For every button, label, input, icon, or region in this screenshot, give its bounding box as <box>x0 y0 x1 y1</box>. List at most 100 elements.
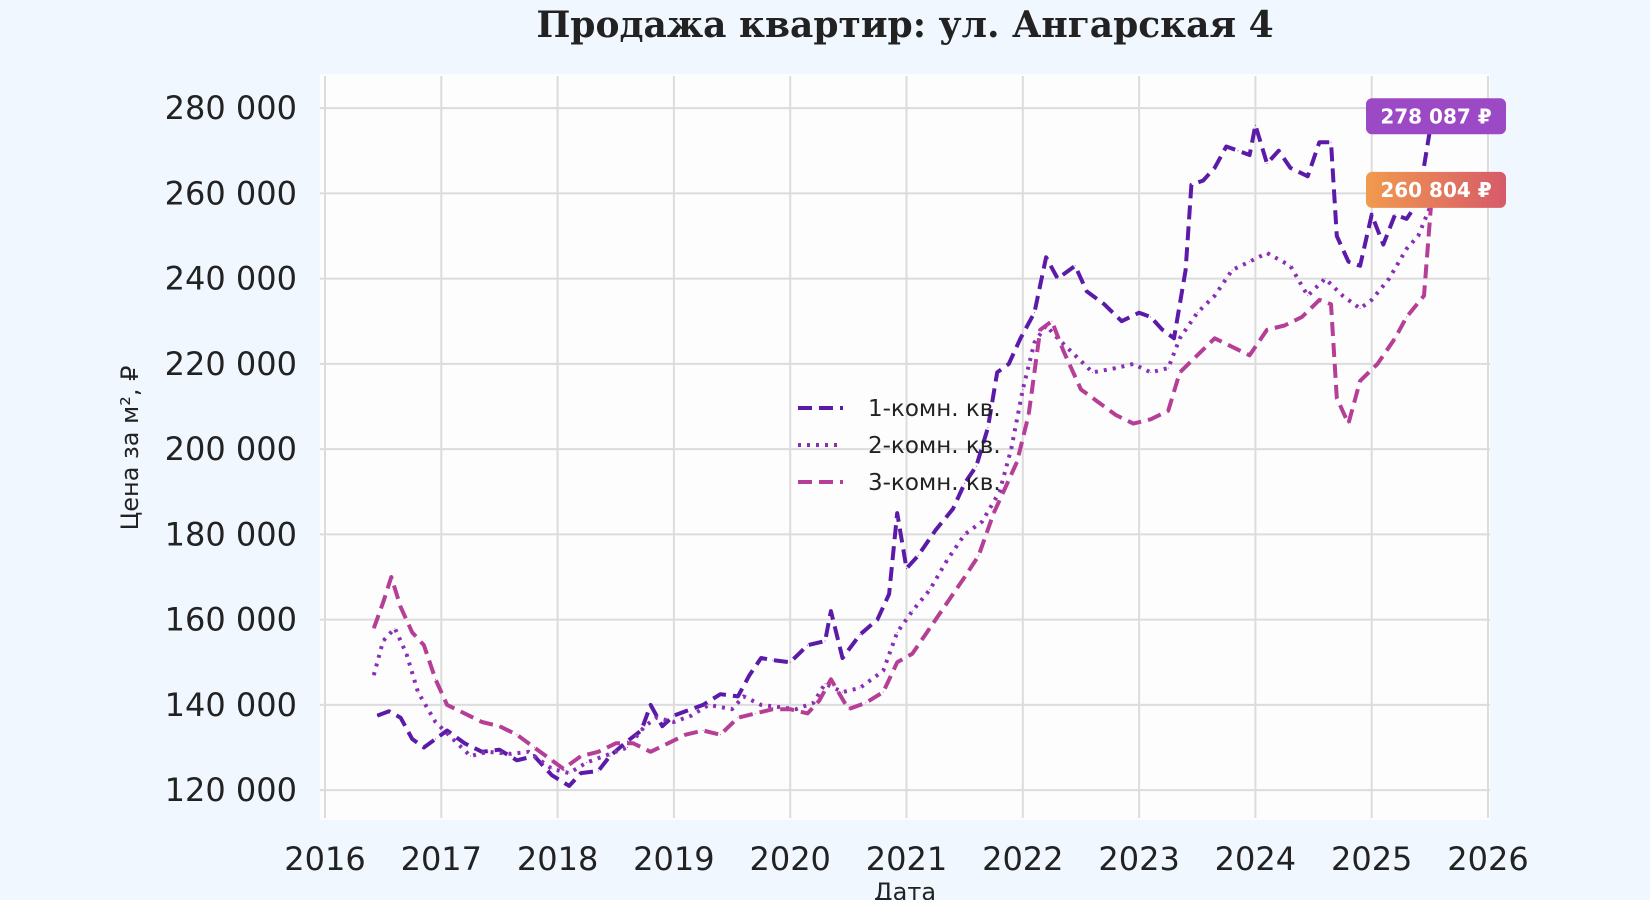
data-point <box>906 568 907 569</box>
data-point <box>423 747 425 748</box>
data-point <box>1342 295 1344 297</box>
data-point <box>754 712 756 714</box>
data-point <box>865 702 867 704</box>
x-tick-label: 2023 <box>1098 840 1179 878</box>
data-point <box>373 674 375 676</box>
data-point <box>690 715 692 717</box>
data-point <box>435 738 436 740</box>
data-point <box>731 708 733 710</box>
data-point <box>510 753 512 755</box>
data-point <box>1266 329 1268 331</box>
data-point <box>1359 308 1361 309</box>
y-tick-label: 220 000 <box>165 345 297 383</box>
x-tick-label: 2017 <box>401 840 482 878</box>
data-point <box>772 708 774 710</box>
data-point <box>1167 367 1169 369</box>
data-point <box>964 576 966 578</box>
last-value-badge <box>1366 171 1506 208</box>
data-point <box>1324 278 1326 280</box>
data-point <box>609 753 611 755</box>
data-point <box>946 559 948 561</box>
data-point <box>964 482 966 484</box>
data-point <box>1289 167 1291 169</box>
data-point <box>1394 214 1396 216</box>
x-axis-tick-labels: 2016 2017 2018 2019 2020 2021 2022 2023 2024 2025… <box>284 840 1528 878</box>
data-point <box>1231 346 1233 348</box>
data-point <box>888 593 890 595</box>
data-point <box>1202 180 1204 182</box>
legend-entry-label: 3-комн. кв. <box>868 470 1001 496</box>
data-point <box>987 427 989 429</box>
data-point <box>807 644 809 646</box>
data-point <box>411 631 413 633</box>
data-point <box>842 657 843 659</box>
last-value-badge-text: 260 804 ₽ <box>1380 178 1491 202</box>
data-point <box>516 759 518 761</box>
data-point <box>1150 371 1152 373</box>
data-point <box>999 491 1000 493</box>
data-point <box>996 371 998 373</box>
data-point <box>1301 316 1303 318</box>
data-point <box>568 785 570 787</box>
data-point <box>423 644 425 646</box>
data-point <box>935 529 937 531</box>
data-point <box>1196 354 1198 356</box>
data-point <box>1010 448 1012 450</box>
data-point <box>1179 371 1181 373</box>
data-point <box>1249 354 1251 356</box>
y-tick-label: 120 000 <box>165 771 297 809</box>
data-point <box>981 521 983 523</box>
data-point <box>1347 423 1349 425</box>
data-point <box>435 678 436 680</box>
data-point <box>749 674 750 676</box>
data-point <box>859 687 861 689</box>
data-point <box>1074 354 1076 356</box>
data-point <box>1423 295 1425 297</box>
data-point <box>673 721 675 723</box>
data-point <box>1388 278 1390 280</box>
last-value-badge-text: 278 087 ₽ <box>1380 104 1491 128</box>
data-point <box>896 631 898 633</box>
x-tick-label: 2025 <box>1331 840 1412 878</box>
data-point <box>1132 423 1134 425</box>
y-axis-label: Цена за м², ₽ <box>116 366 144 531</box>
data-point <box>615 742 617 744</box>
data-point <box>528 751 529 753</box>
data-point <box>644 725 646 727</box>
data-point <box>400 717 402 719</box>
data-point <box>824 683 826 685</box>
data-point <box>1307 175 1309 177</box>
data-point <box>1138 312 1140 314</box>
data-point <box>1179 337 1181 339</box>
data-point <box>1394 337 1396 339</box>
data-point <box>1008 363 1010 365</box>
data-point <box>1307 295 1309 297</box>
data-point <box>1347 261 1349 263</box>
data-point <box>376 715 378 717</box>
data-point <box>760 657 762 659</box>
data-point <box>807 712 809 714</box>
data-point <box>830 678 832 680</box>
data-point <box>760 704 762 706</box>
data-point <box>737 717 739 719</box>
data-point <box>1237 150 1239 152</box>
data-point <box>1377 363 1378 365</box>
data-point <box>813 702 814 704</box>
data-point <box>789 708 791 710</box>
data-point <box>1359 265 1361 267</box>
data-point <box>1033 312 1035 314</box>
data-point <box>562 768 564 770</box>
data-point <box>824 640 826 642</box>
data-point <box>586 762 588 763</box>
x-tick-label: 2026 <box>1447 840 1528 878</box>
x-axis-label: Дата <box>874 878 936 900</box>
data-point <box>946 602 948 604</box>
data-point <box>1406 218 1408 220</box>
x-tick-label: 2019 <box>633 840 714 878</box>
data-point <box>1022 389 1024 390</box>
data-point <box>673 715 675 717</box>
data-point <box>400 606 402 608</box>
data-point <box>390 576 392 578</box>
data-point <box>1132 363 1134 365</box>
